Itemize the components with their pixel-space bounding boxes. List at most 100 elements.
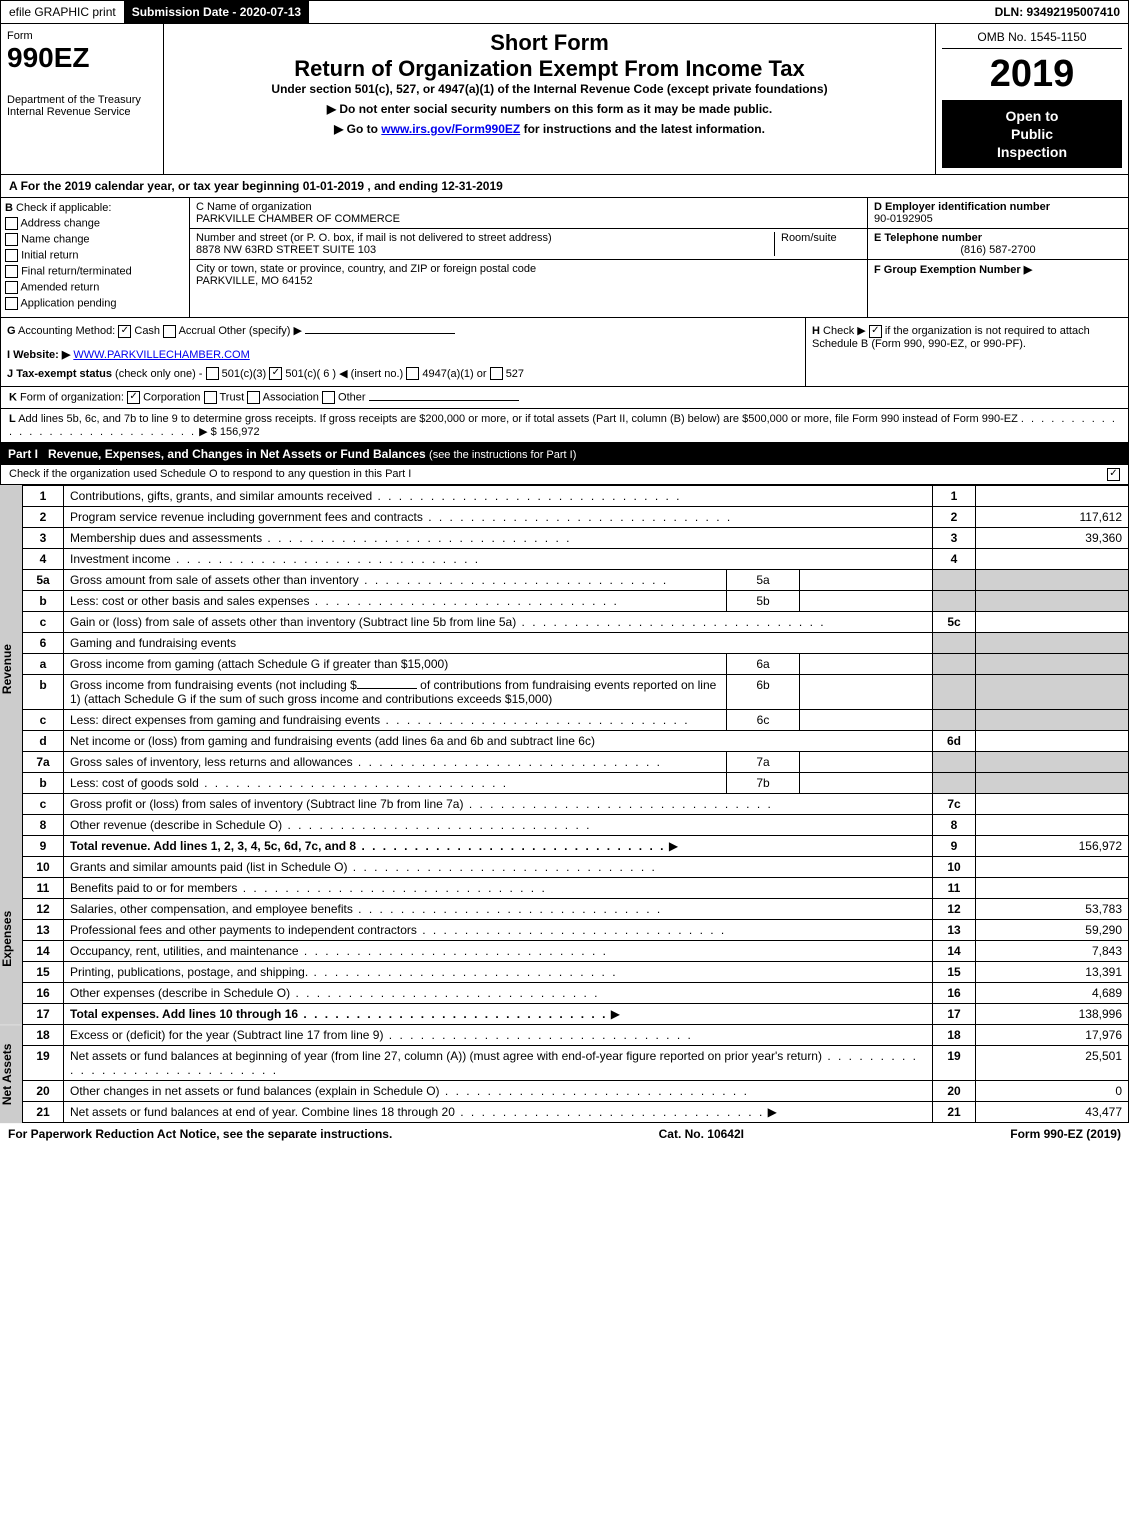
l7c-num: c [23, 794, 64, 815]
l19-ln: 19 [933, 1046, 976, 1081]
l10-ln: 10 [933, 857, 976, 878]
amended-return-checkbox[interactable] [5, 281, 18, 294]
l1-ln: 1 [933, 486, 976, 507]
other-specify-field[interactable] [305, 333, 455, 334]
table-row: bGross income from fundraising events (n… [23, 675, 1129, 710]
l6c-shade2 [976, 710, 1129, 731]
l21-num: 21 [23, 1102, 64, 1123]
l10-amt [976, 857, 1129, 878]
l17-desc: Total expenses. Add lines 10 through 16 [70, 1007, 607, 1021]
table-row: 16Other expenses (describe in Schedule O… [23, 983, 1129, 1004]
app-pending-label: Application pending [20, 297, 116, 309]
l8-amt [976, 815, 1129, 836]
l19-num: 19 [23, 1046, 64, 1081]
l7b-subval [800, 773, 933, 794]
label-j: J [7, 368, 13, 380]
ein-value: 90-0192905 [874, 213, 1122, 225]
l5a-desc: Gross amount from sale of assets other t… [70, 573, 668, 587]
l6a-num: a [23, 654, 64, 675]
other-org-checkbox[interactable] [322, 391, 335, 404]
table-row: cGain or (loss) from sale of assets othe… [23, 612, 1129, 633]
form-number: 990EZ [7, 42, 157, 74]
app-pending-checkbox[interactable] [5, 297, 18, 310]
l2-ln: 2 [933, 507, 976, 528]
l19-desc: Net assets or fund balances at beginning… [70, 1049, 918, 1077]
l5c-ln: 5c [933, 612, 976, 633]
l11-num: 11 [23, 878, 64, 899]
group-cell: F Group Exemption Number ▶ [868, 260, 1128, 279]
goto-post: for instructions and the latest informat… [520, 122, 765, 136]
part1-title-text: Revenue, Expenses, and Changes in Net As… [48, 447, 426, 461]
l5c-amt [976, 612, 1129, 633]
submission-date-button[interactable]: Submission Date - 2020-07-13 [124, 1, 309, 23]
trust-checkbox[interactable] [204, 391, 217, 404]
corp-checkbox[interactable] [127, 391, 140, 404]
schedo-checkbox[interactable] [1107, 468, 1120, 481]
l9-ln: 9 [933, 836, 976, 857]
h-section: H Check ▶ if the organization is not req… [806, 318, 1128, 386]
tax-year: 2019 [942, 53, 1122, 96]
l6a-subval [800, 654, 933, 675]
final-return-checkbox[interactable] [5, 265, 18, 278]
l6-shade2 [976, 633, 1129, 654]
label-h: H [812, 325, 820, 337]
501c-checkbox[interactable] [269, 367, 282, 380]
l21-ln: 21 [933, 1102, 976, 1123]
l7a-shade2 [976, 752, 1129, 773]
table-row: cGross profit or (loss) from sales of in… [23, 794, 1129, 815]
form-header: Form 990EZ Department of the Treasury In… [0, 24, 1129, 175]
l14-desc: Occupancy, rent, utilities, and maintena… [70, 944, 608, 958]
4947-checkbox[interactable] [406, 367, 419, 380]
table-row: 21Net assets or fund balances at end of … [23, 1102, 1129, 1123]
street-cell: Number and street (or P. O. box, if mail… [190, 229, 867, 260]
l14-num: 14 [23, 941, 64, 962]
expenses-side-label: Expenses [0, 853, 22, 1025]
j-sub: (check only one) - [115, 368, 202, 380]
goto-notice: ▶ Go to www.irs.gov/Form990EZ for instru… [170, 122, 929, 136]
org-name-cell: C Name of organization PARKVILLE CHAMBER… [190, 198, 867, 229]
527-checkbox[interactable] [490, 367, 503, 380]
l20-desc: Other changes in net assets or fund bala… [70, 1084, 749, 1098]
header-left: Form 990EZ Department of the Treasury In… [1, 24, 164, 174]
k-row: K Form of organization: Corporation Trus… [0, 387, 1129, 409]
l7c-ln: 7c [933, 794, 976, 815]
table-row: 10Grants and similar amounts paid (list … [23, 857, 1129, 878]
l18-num: 18 [23, 1025, 64, 1046]
assoc-checkbox[interactable] [247, 391, 260, 404]
public: Public [948, 126, 1116, 142]
l13-desc: Professional fees and other payments to … [70, 923, 726, 937]
org-name-label: C Name of organization [196, 201, 861, 213]
accrual-checkbox[interactable] [163, 325, 176, 338]
irs-link[interactable]: www.irs.gov/Form990EZ [381, 122, 520, 136]
l18-amt: 17,976 [976, 1025, 1129, 1046]
part1-header: Part I Revenue, Expenses, and Changes in… [0, 443, 1129, 465]
inspection-box: Open to Public Inspection [942, 100, 1122, 168]
initial-return-checkbox[interactable] [5, 249, 18, 262]
l5b-num: b [23, 591, 64, 612]
label-l: L [9, 413, 16, 425]
l16-desc: Other expenses (describe in Schedule O) [70, 986, 600, 1000]
addr-change-checkbox[interactable] [5, 217, 18, 230]
schedb-checkbox[interactable] [869, 325, 882, 338]
table-row: 7aGross sales of inventory, less returns… [23, 752, 1129, 773]
l7b-desc: Less: cost of goods sold [70, 776, 508, 790]
l20-ln: 20 [933, 1081, 976, 1102]
l7a-num: 7a [23, 752, 64, 773]
l21-arrow: ▶ [768, 1105, 777, 1119]
l9-num: 9 [23, 836, 64, 857]
l4-ln: 4 [933, 549, 976, 570]
l7b-sub: 7b [727, 773, 800, 794]
l2-amt: 117,612 [976, 507, 1129, 528]
l3-ln: 3 [933, 528, 976, 549]
name-change-checkbox[interactable] [5, 233, 18, 246]
cash-checkbox[interactable] [118, 325, 131, 338]
527-label: 527 [506, 368, 524, 380]
l6c-sub: 6c [727, 710, 800, 731]
501c3-checkbox[interactable] [206, 367, 219, 380]
l6b-sub: 6b [727, 675, 800, 710]
l14-ln: 14 [933, 941, 976, 962]
website-link[interactable]: WWW.PARKVILLECHAMBER.COM [73, 349, 249, 361]
other-org-field[interactable] [369, 400, 519, 401]
table-row: 4Investment income4 [23, 549, 1129, 570]
l6b-blank[interactable] [357, 688, 417, 689]
